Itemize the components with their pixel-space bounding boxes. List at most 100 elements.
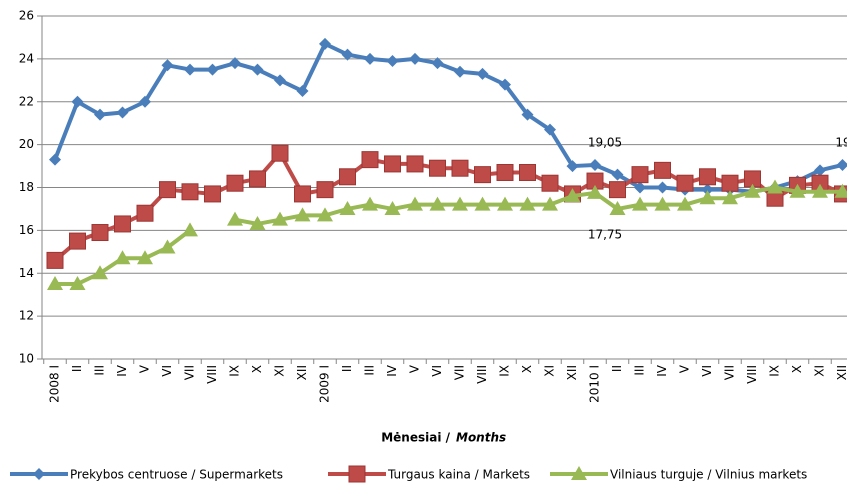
legend-label: Vilniaus turguje / Vilnius markets (610, 468, 807, 482)
x-tick-label: IV (115, 364, 129, 377)
point (159, 239, 176, 254)
point (182, 222, 198, 237)
point (386, 55, 399, 68)
point (136, 204, 154, 222)
point (632, 196, 648, 211)
point (676, 174, 694, 192)
point (654, 161, 671, 179)
point (589, 158, 601, 171)
x-tick-label: X (250, 365, 264, 373)
x-tick-label: IX (498, 365, 512, 377)
x-tick-label: VII (453, 365, 467, 380)
point (47, 275, 63, 290)
x-tick-label: X (790, 365, 804, 373)
point (767, 179, 783, 194)
legend-item: Vilniaus turguje / Vilnius markets (550, 466, 807, 482)
y-tick-label: 24 (19, 51, 34, 65)
point (339, 200, 356, 215)
x-tick-label: II (610, 365, 624, 372)
point (609, 181, 626, 199)
point (542, 196, 558, 211)
x-tick-label: III (93, 365, 107, 376)
point (294, 185, 311, 203)
point (476, 67, 489, 80)
data-label: 17,75 (588, 227, 622, 241)
x-axis-title: Mėnesiai / (381, 431, 450, 445)
y-tick-label: 16 (19, 223, 34, 237)
point (721, 174, 739, 192)
point (204, 185, 221, 203)
point (361, 151, 379, 169)
y-tick-label: 18 (19, 180, 34, 194)
point (339, 168, 356, 186)
x-tick-label: XII (835, 365, 847, 380)
point (564, 188, 581, 203)
x-tick-label: VI (430, 365, 444, 377)
point (409, 52, 421, 65)
point (631, 166, 649, 184)
point (812, 183, 828, 198)
x-tick-label: III (363, 365, 377, 376)
point (677, 196, 693, 211)
point (49, 153, 61, 166)
x-tick-label: VIII (475, 365, 489, 384)
point (814, 164, 826, 177)
y-tick-label: 10 (19, 352, 34, 366)
point (744, 183, 761, 198)
point (296, 85, 309, 98)
point (206, 63, 219, 76)
x-tick-label: VI (160, 365, 174, 377)
point (611, 168, 624, 181)
point (362, 196, 378, 211)
point (92, 265, 108, 280)
x-tick-label: XI (273, 365, 287, 377)
y-tick-label: 14 (19, 266, 34, 280)
legend-marker (571, 466, 587, 480)
x-tick-label: V (678, 364, 692, 373)
point (271, 144, 289, 162)
point (499, 78, 511, 91)
point (184, 63, 196, 76)
point (249, 215, 266, 230)
x-tick-label: X (520, 365, 534, 373)
point (114, 250, 131, 265)
point (364, 52, 376, 65)
x-tick-label: IV (385, 364, 399, 377)
point (317, 207, 333, 222)
point (274, 74, 286, 87)
point (497, 196, 513, 211)
x-tick-label: II (70, 365, 84, 372)
point (789, 183, 806, 198)
point (159, 181, 176, 199)
point (341, 48, 354, 61)
x-tick-label: VII (183, 365, 197, 380)
x-tick-label: 2010 I (588, 365, 602, 403)
point (722, 190, 738, 205)
point (91, 224, 109, 242)
point (634, 181, 646, 194)
y-tick-label: 12 (19, 309, 34, 323)
point (406, 155, 424, 173)
point (407, 196, 423, 211)
point (227, 211, 243, 226)
point (114, 215, 131, 233)
x-tick-label: VI (700, 365, 714, 377)
point (226, 174, 244, 192)
point (429, 159, 446, 177)
x-tick-label: XII (295, 365, 309, 380)
point (251, 63, 264, 76)
point (319, 37, 331, 50)
point (654, 196, 671, 211)
point (46, 251, 64, 269)
point (71, 95, 84, 108)
point (519, 163, 536, 181)
data-label: 19,05 (588, 135, 622, 149)
y-tick-label: 22 (19, 94, 34, 108)
x-tick-label: III (633, 365, 647, 376)
x-tick-label: XI (543, 365, 557, 377)
point (474, 196, 491, 211)
x-tick-label: 2009 I (318, 365, 332, 403)
legend-label: Prekybos centruose / Supermarkets (70, 468, 283, 482)
point (431, 57, 444, 70)
